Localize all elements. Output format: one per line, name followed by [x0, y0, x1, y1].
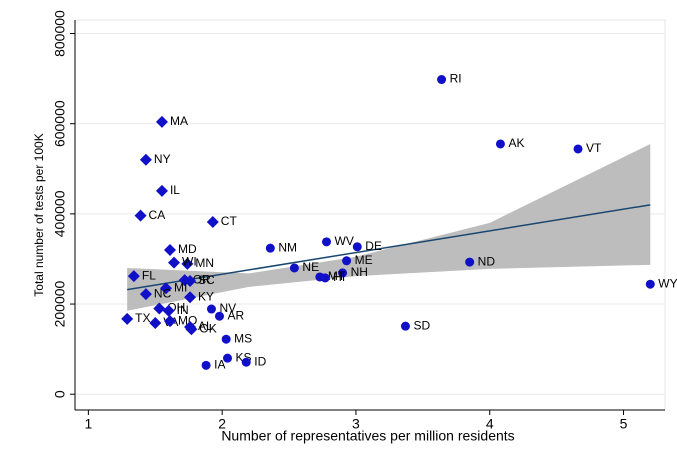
point: [400, 321, 410, 331]
point: [163, 243, 176, 256]
point-label: KY: [198, 289, 214, 303]
point: [437, 75, 447, 85]
point-label: NV: [219, 301, 236, 315]
point: [185, 323, 198, 336]
point-label: SD: [413, 318, 430, 332]
y-tick-label: 600000: [52, 100, 68, 147]
point: [184, 275, 197, 288]
fit-line: [127, 204, 651, 291]
point: [352, 242, 362, 252]
y-tick-label: 800000: [52, 10, 68, 57]
point: [206, 304, 216, 314]
point-label: MT: [328, 269, 346, 283]
confidence-band: [127, 143, 651, 311]
point: [342, 256, 352, 266]
point-label: WI: [182, 255, 197, 269]
point-label: DE: [365, 239, 382, 253]
point: [163, 315, 176, 328]
point-label: FL: [142, 268, 156, 282]
point-label: WV: [335, 234, 354, 248]
y-tick-label: 400000: [52, 190, 68, 237]
point-label: TX: [135, 311, 150, 325]
point-label: MS: [234, 331, 252, 345]
point-label: IN: [177, 303, 189, 317]
x-tick-label: 1: [84, 416, 92, 432]
point: [149, 316, 162, 329]
x-tick-label: 4: [486, 416, 494, 432]
point-label: AK: [508, 136, 524, 150]
point-label: ID: [254, 354, 266, 368]
point: [573, 144, 583, 154]
point: [645, 279, 655, 289]
point-label: CT: [221, 214, 238, 228]
point: [338, 268, 348, 278]
point-label: RI: [450, 72, 462, 86]
point-label: SC: [198, 273, 215, 287]
point: [139, 288, 152, 301]
point-label: NM: [278, 240, 297, 254]
point-label: AL: [198, 319, 213, 333]
point-label: NE: [302, 260, 319, 274]
point: [168, 256, 181, 269]
point-label: MA: [170, 114, 188, 128]
point-label: ME: [355, 253, 373, 267]
x-axis-title: Number of representatives per million re…: [221, 428, 514, 444]
point: [153, 302, 166, 315]
point: [159, 282, 172, 295]
y-tick-label: 0: [52, 390, 68, 398]
point: [221, 334, 231, 344]
point: [201, 360, 211, 370]
point-label: ND: [478, 254, 496, 268]
point-label: WY: [658, 276, 677, 290]
x-tick-label: 2: [218, 416, 226, 432]
point: [127, 270, 140, 283]
point: [155, 115, 168, 128]
point-label: OK: [199, 321, 216, 335]
point: [181, 257, 194, 270]
point-label: OR: [193, 272, 211, 286]
x-tick-label: 5: [620, 416, 628, 432]
point-label: IA: [214, 358, 225, 372]
point-label: NY: [154, 152, 171, 166]
point: [289, 263, 299, 273]
point: [495, 139, 505, 149]
point-label: AR: [227, 308, 244, 322]
y-tick-label: 200000: [52, 280, 68, 327]
point: [465, 257, 475, 267]
point: [121, 312, 134, 325]
point: [184, 291, 197, 304]
point: [206, 215, 219, 228]
x-tick-label: 3: [352, 416, 360, 432]
point-label: NH: [351, 265, 368, 279]
point: [162, 304, 175, 317]
point-label: IL: [170, 183, 180, 197]
point: [241, 357, 251, 367]
point: [223, 353, 233, 363]
point-label: MN: [195, 256, 214, 270]
point: [214, 311, 224, 321]
point-label: MD: [178, 242, 197, 256]
point-label: CA: [149, 208, 166, 222]
point: [134, 209, 147, 222]
point: [322, 237, 332, 247]
point: [139, 153, 152, 166]
point: [155, 184, 168, 197]
point: [265, 243, 275, 253]
point-label: VT: [586, 141, 602, 155]
point-label: NC: [154, 286, 172, 300]
point-label: MI: [174, 280, 187, 294]
y-axis-title: Total number of tests per 100K: [32, 133, 46, 296]
point-label: HI: [333, 270, 345, 284]
point: [320, 273, 330, 283]
